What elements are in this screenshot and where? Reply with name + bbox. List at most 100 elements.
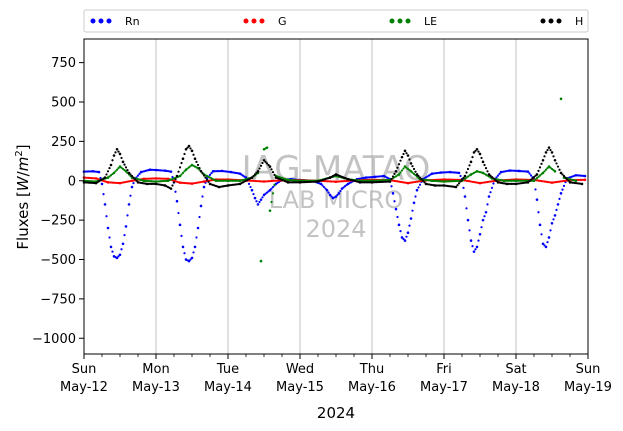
point-h [261, 161, 264, 165]
point-h [124, 166, 128, 169]
point-h [457, 182, 461, 185]
point-h [490, 175, 494, 179]
legend-frame [83, 9, 589, 33]
point-rn [136, 174, 140, 177]
point-rn [553, 214, 557, 217]
point-h [196, 163, 200, 167]
point-h [492, 177, 495, 180]
y-tick-label: 750 [51, 56, 76, 71]
point-h [273, 173, 276, 176]
point-le [406, 167, 410, 171]
point-h [529, 178, 533, 181]
point-h [265, 162, 269, 165]
point-h [183, 152, 186, 156]
point-h [201, 172, 204, 175]
point-rn [265, 191, 269, 194]
point-h [417, 174, 420, 178]
point-le [550, 167, 554, 171]
point-h [466, 167, 470, 171]
y-tick-label: −500 [40, 253, 76, 268]
point-rn [180, 234, 183, 237]
point-rn [415, 188, 419, 192]
point-rn [478, 233, 482, 236]
point-rn [100, 182, 104, 186]
point-rn [249, 185, 252, 189]
point-h [460, 178, 464, 181]
point-rn [115, 256, 119, 260]
point-h [205, 178, 209, 181]
x-tick-day: Sat [505, 362, 526, 377]
y-tick-label: −750 [40, 292, 76, 307]
point-h [187, 144, 191, 148]
point-h [195, 160, 198, 163]
y-axis-title: Fluxes [W/m2] [14, 144, 32, 249]
watermark-text: LAB MICRO [269, 186, 404, 214]
point-le [178, 174, 182, 178]
point-rn [175, 199, 179, 203]
x-tick-label: May-16 [348, 380, 396, 395]
legend-marker [397, 18, 403, 24]
point-le [186, 167, 189, 170]
point-rn [546, 241, 549, 244]
point-h [129, 173, 132, 176]
point-rn [177, 211, 180, 215]
point-rn [129, 194, 132, 197]
point-h [186, 146, 189, 149]
point-h [486, 170, 489, 173]
point-le [109, 174, 113, 177]
point-rn [192, 251, 195, 254]
point-le [535, 177, 539, 180]
x-tick-label: May-19 [564, 380, 612, 395]
point-rn [102, 193, 105, 196]
point-rn [534, 188, 537, 191]
point-h [169, 187, 173, 190]
point-h [399, 159, 402, 162]
point-le [411, 171, 414, 174]
point-g [583, 178, 587, 182]
point-h [420, 178, 423, 181]
point-rn [322, 185, 326, 189]
point-h [409, 162, 413, 165]
point-h [271, 170, 275, 174]
point-rn [342, 186, 345, 189]
point-le [400, 169, 404, 172]
point-h [552, 155, 555, 158]
point-h [544, 151, 548, 154]
point-le [541, 171, 545, 175]
point-rn [555, 208, 558, 211]
point-rn [526, 170, 530, 173]
point-rn [469, 239, 473, 242]
point-rn [406, 231, 410, 235]
legend-marker [548, 18, 554, 24]
point-rn [109, 245, 113, 249]
point-h [132, 176, 135, 179]
point-rn [97, 170, 101, 174]
point-h [454, 185, 458, 189]
point-rn [394, 207, 398, 211]
point-h [105, 173, 108, 176]
point-h [171, 184, 174, 187]
point-h [561, 173, 564, 176]
point-le [181, 171, 185, 174]
point-rn [198, 215, 201, 219]
point-rn [169, 170, 173, 173]
point-h [255, 171, 258, 174]
point-rn [126, 214, 129, 217]
point-le [121, 167, 125, 171]
point-rn [103, 203, 107, 206]
point-rn [540, 233, 543, 236]
point-h [264, 160, 267, 163]
point-h [415, 173, 419, 176]
point-le [273, 183, 276, 186]
point-rn [325, 188, 329, 192]
point-h [483, 163, 486, 167]
point-le [538, 174, 542, 177]
point-h [547, 146, 551, 149]
point-rn [411, 209, 414, 212]
point-rn [492, 182, 495, 185]
legend-marker [259, 18, 265, 24]
point-h [462, 176, 465, 179]
point-rn [484, 210, 488, 214]
legend-marker [106, 18, 112, 24]
point-rn [256, 203, 260, 206]
